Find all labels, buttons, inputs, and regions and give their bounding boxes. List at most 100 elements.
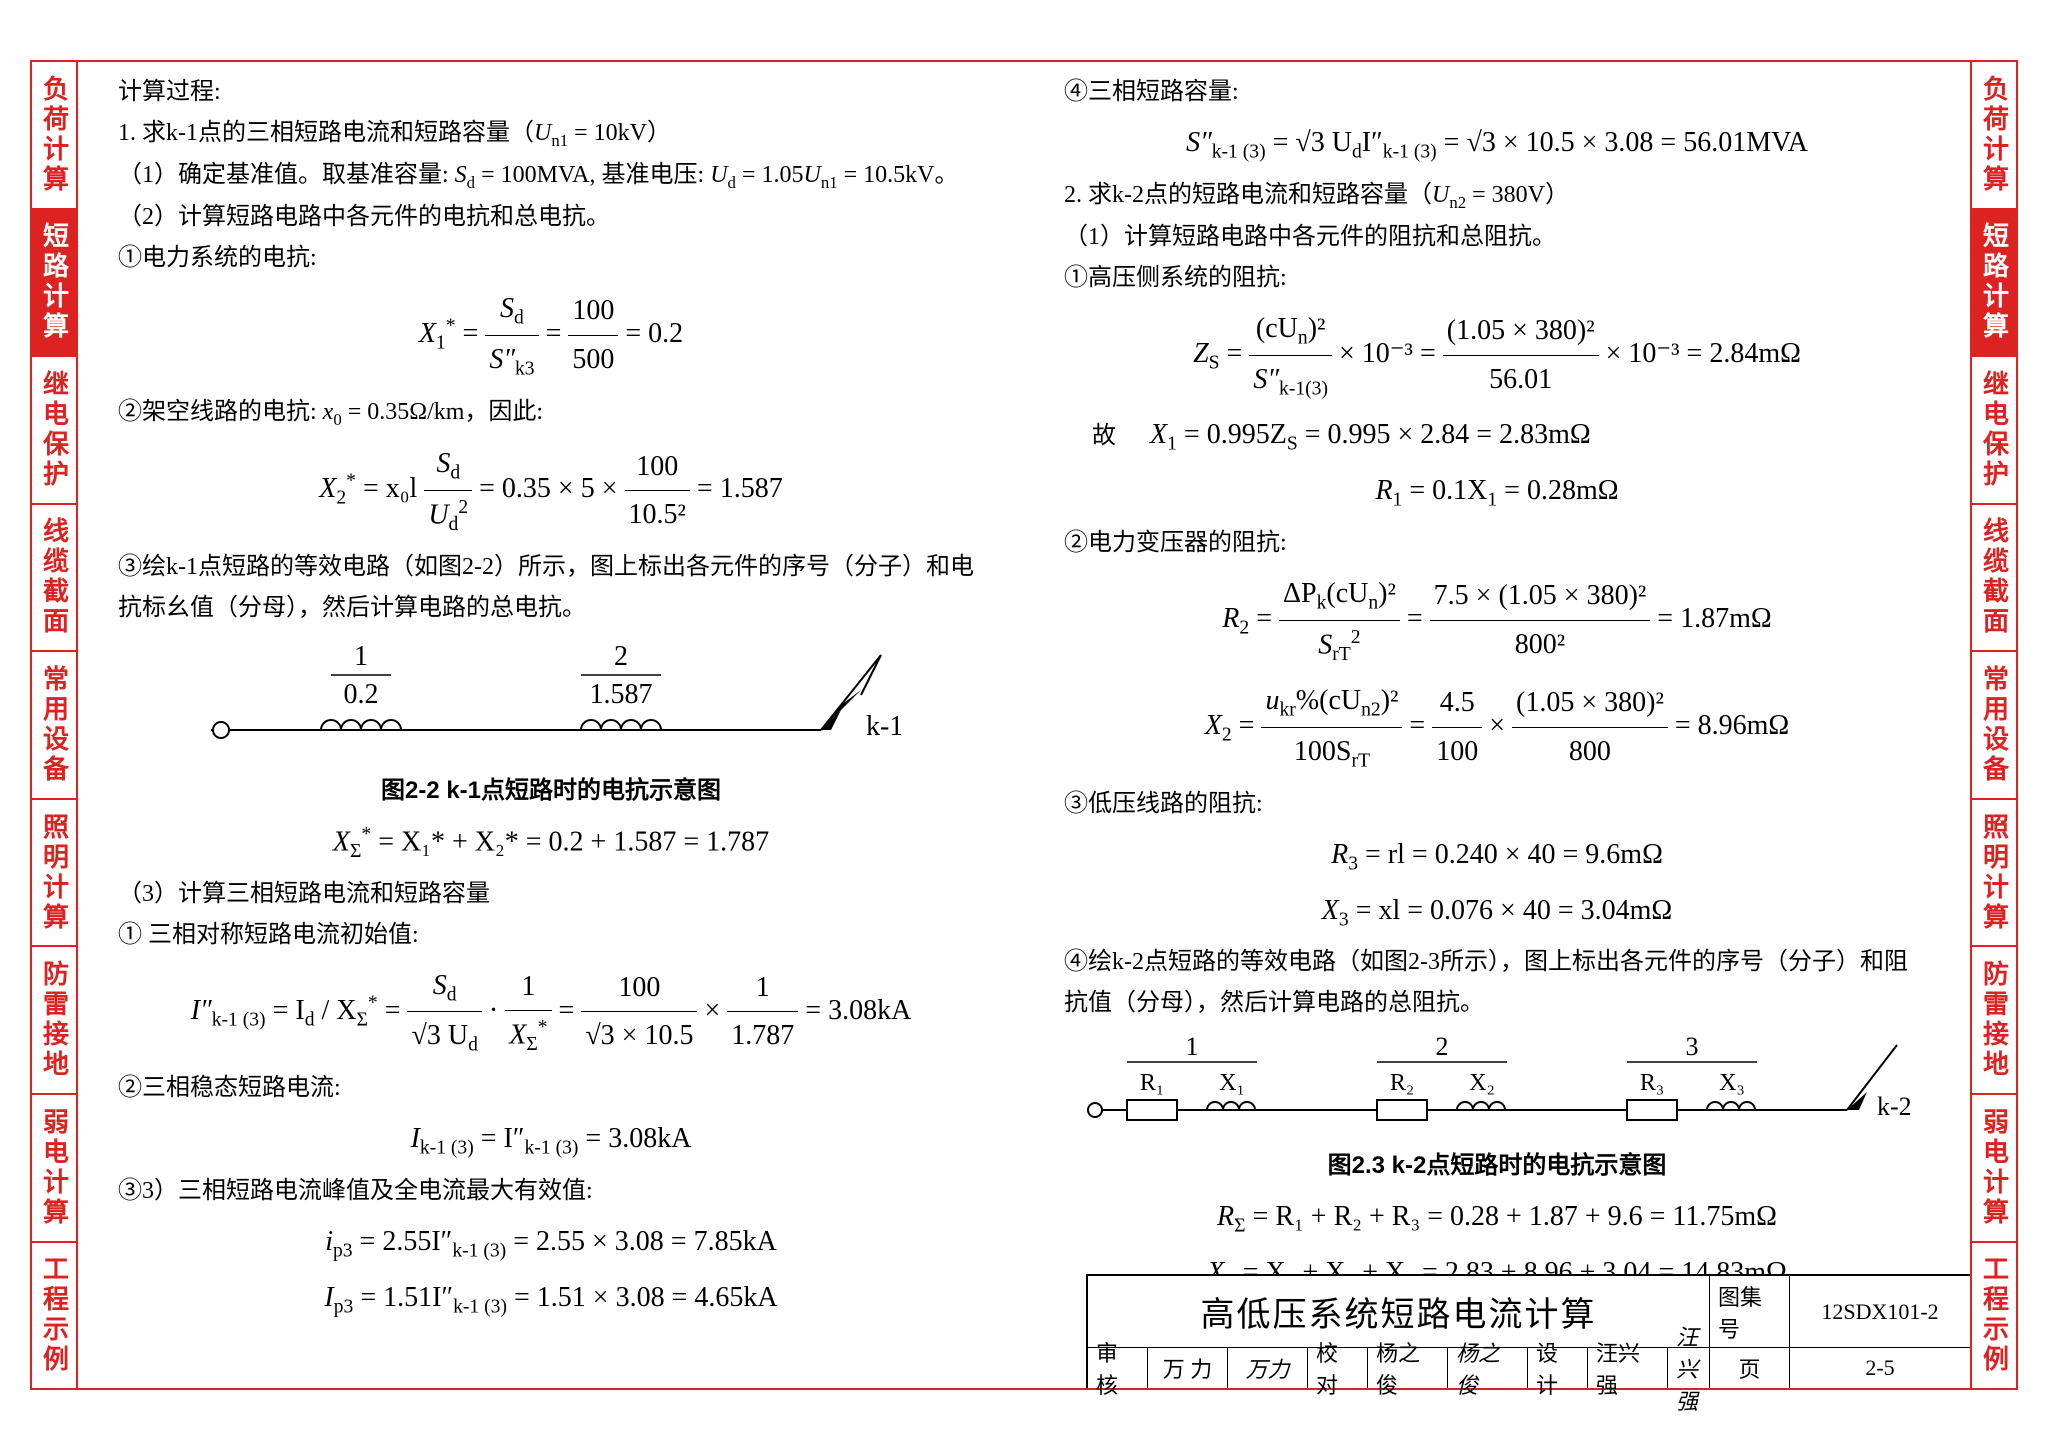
sub: p3 xyxy=(333,1240,353,1261)
eq-X2star: X2* = x₀l SdUd2 = 0.35 × 5 × 10010.5² = … xyxy=(118,440,984,541)
sub: 1 xyxy=(1393,490,1403,511)
ts: k-1 (3) xyxy=(452,1240,506,1261)
x: × xyxy=(704,994,720,1025)
sub: 2 xyxy=(336,488,346,509)
tab-load-calc[interactable]: 负荷计算 xyxy=(32,62,76,210)
svg-text:1: 1 xyxy=(1186,1032,1199,1061)
page-label: 页 xyxy=(1710,1348,1790,1388)
rhs: 0.2 xyxy=(648,318,683,349)
sub: d xyxy=(728,173,736,192)
t: = xl = 0.076 × 40 = 3.04mΩ xyxy=(1356,895,1673,926)
sup: * xyxy=(446,316,456,337)
rhs: = 3.08kA xyxy=(805,994,911,1025)
svg-text:2: 2 xyxy=(1436,1032,1449,1061)
tab-project-example[interactable]: 工程示例 xyxy=(32,1243,76,1389)
t: × 10⁻³ = xyxy=(1339,337,1436,368)
tab-relay-protection-r[interactable]: 继电保护 xyxy=(1972,357,2016,505)
tab-lighting-calc-r[interactable]: 照明计算 xyxy=(1972,800,2016,948)
tab-lowvolt-calc[interactable]: 弱电计算 xyxy=(32,1095,76,1243)
check-name: 杨之俊 xyxy=(1368,1348,1448,1388)
para-xfmr-imp: ②电力变压器的阻抗: xyxy=(1064,523,1930,564)
svg-text:2: 2 xyxy=(614,641,628,672)
ds: k3 xyxy=(515,359,535,380)
rhs: = 0.995 × 2.84 = 2.83mΩ xyxy=(1305,419,1591,450)
ns: d xyxy=(450,463,460,484)
set-label: 图集号 xyxy=(1710,1276,1790,1347)
tab-relay-protection[interactable]: 继电保护 xyxy=(32,357,76,505)
eq-Ik1-steady: Ik-1 (3) = I″k-1 (3) = 3.08kA xyxy=(118,1115,984,1165)
n: (cU xyxy=(1256,313,1298,344)
t2: I″ xyxy=(1362,127,1383,158)
svg-text:X₂: X₂ xyxy=(1469,1070,1495,1096)
tab-equipment[interactable]: 常用设备 xyxy=(32,652,76,800)
svg-text:3: 3 xyxy=(1686,1032,1699,1061)
para-hv-imp: ①高压侧系统的阻抗: xyxy=(1064,258,1930,299)
tab-shortcircuit-calc[interactable]: 短路计算 xyxy=(32,210,76,358)
sym-S: S xyxy=(455,162,467,188)
lhs: I xyxy=(324,1282,333,1313)
para-lv-line: ③低压线路的阻抗: xyxy=(1064,784,1930,825)
tab-cable-section-r[interactable]: 线缆截面 xyxy=(1972,505,2016,653)
eq-R2: R2 = ΔPk(cUn)²SrT2 = 7.5 × (1.05 × 380)²… xyxy=(1064,570,1930,671)
ne: )² xyxy=(1308,313,1326,344)
para-item2: （2）计算短路电路中各元件的电抗和总电抗。 xyxy=(118,197,984,238)
n: ΔP xyxy=(1283,578,1317,609)
tab-cable-section[interactable]: 线缆截面 xyxy=(32,505,76,653)
lhs: X xyxy=(1150,419,1167,450)
sym-U: U xyxy=(710,162,727,188)
tab-lowvolt-calc-r[interactable]: 弱电计算 xyxy=(1972,1095,2016,1243)
tab-project-example-r[interactable]: 工程示例 xyxy=(1972,1243,2016,1389)
sym-U: U xyxy=(534,120,551,146)
page-number: 2-5 xyxy=(1790,1348,1970,1388)
txt: 2. 求k-2点的短路电流和短路容量（ xyxy=(1064,182,1432,208)
tab-equipment-r[interactable]: 常用设备 xyxy=(1972,652,2016,800)
tab-shortcircuit-calc-r[interactable]: 短路计算 xyxy=(1972,210,2016,358)
eq-R3: R3 = rl = 0.240 × 40 = 9.6mΩ xyxy=(1064,831,1930,881)
tab-lightning-ground[interactable]: 防雷接地 xyxy=(32,947,76,1095)
svg-text:1: 1 xyxy=(354,641,368,672)
svg-text:X₁: X₁ xyxy=(1219,1070,1245,1096)
sub: n2 xyxy=(1449,192,1466,211)
t: = 1.51I″ xyxy=(360,1282,453,1313)
para-cap3: ④三相短路容量: xyxy=(1064,72,1930,113)
eq-Zs: ZS = (cUn)²S″k-1(3) × 10⁻³ = (1.05 × 380… xyxy=(1064,305,1930,406)
n: 100 xyxy=(568,287,618,336)
lhs: X xyxy=(319,473,336,504)
para-sym-init: ① 三相对称短路电流初始值: xyxy=(118,915,984,956)
svg-text:R₂: R₂ xyxy=(1390,1070,1414,1096)
d: 800 xyxy=(1512,728,1668,776)
x: × xyxy=(1489,710,1505,741)
tab-lightning-ground-r[interactable]: 防雷接地 xyxy=(1972,947,2016,1095)
ne: )² xyxy=(1378,578,1396,609)
lhs: R xyxy=(1331,839,1348,870)
d: 100 xyxy=(1432,728,1482,776)
d: S xyxy=(1318,629,1332,660)
sub: p3 xyxy=(334,1296,354,1317)
title-block: 高低压系统短路电流计算 图集号 12SDX101-2 审核 万 力 万力 校对 … xyxy=(1086,1274,1970,1388)
ns: k xyxy=(1317,593,1327,614)
rhs: × 10⁻³ = 2.84mΩ xyxy=(1606,337,1801,368)
sup: * xyxy=(361,824,371,845)
t: = √3 U xyxy=(1273,127,1352,158)
caption-2-3: 图2.3 k-2点短路时的电抗示意图 xyxy=(1064,1146,1930,1187)
txt: 1. 求k-1点的三相短路电流和短路容量（ xyxy=(118,120,534,146)
right-column: ④三相短路容量: S″k-1 (3) = √3 UdI″k-1 (3) = √3… xyxy=(1024,62,1970,1388)
d: S″ xyxy=(1253,364,1279,395)
para-item3: （3）计算三相短路电流和短路容量 xyxy=(118,874,984,915)
np: %(cU xyxy=(1296,685,1361,716)
sup: * xyxy=(346,471,356,492)
nms: n xyxy=(1368,593,1378,614)
d: U xyxy=(428,499,448,530)
rhs: = 8.96mΩ xyxy=(1675,710,1789,741)
sym: U xyxy=(1432,182,1449,208)
d: S″ xyxy=(489,344,515,375)
eq-X1: X1 = 0.995ZS = 0.995 × 2.84 = 2.83mΩ xyxy=(1150,419,1591,450)
tab-lighting-calc[interactable]: 照明计算 xyxy=(32,800,76,948)
lhs: i xyxy=(325,1226,333,1257)
lhs: S″ xyxy=(1186,127,1212,158)
ds: Σ xyxy=(526,1034,537,1055)
d: 1.787 xyxy=(727,1012,798,1060)
n: (1.05 × 380)² xyxy=(1512,679,1668,728)
tab-load-calc-r[interactable]: 负荷计算 xyxy=(1972,62,2016,210)
val: = 0.35Ω/km，因此: xyxy=(342,399,543,425)
